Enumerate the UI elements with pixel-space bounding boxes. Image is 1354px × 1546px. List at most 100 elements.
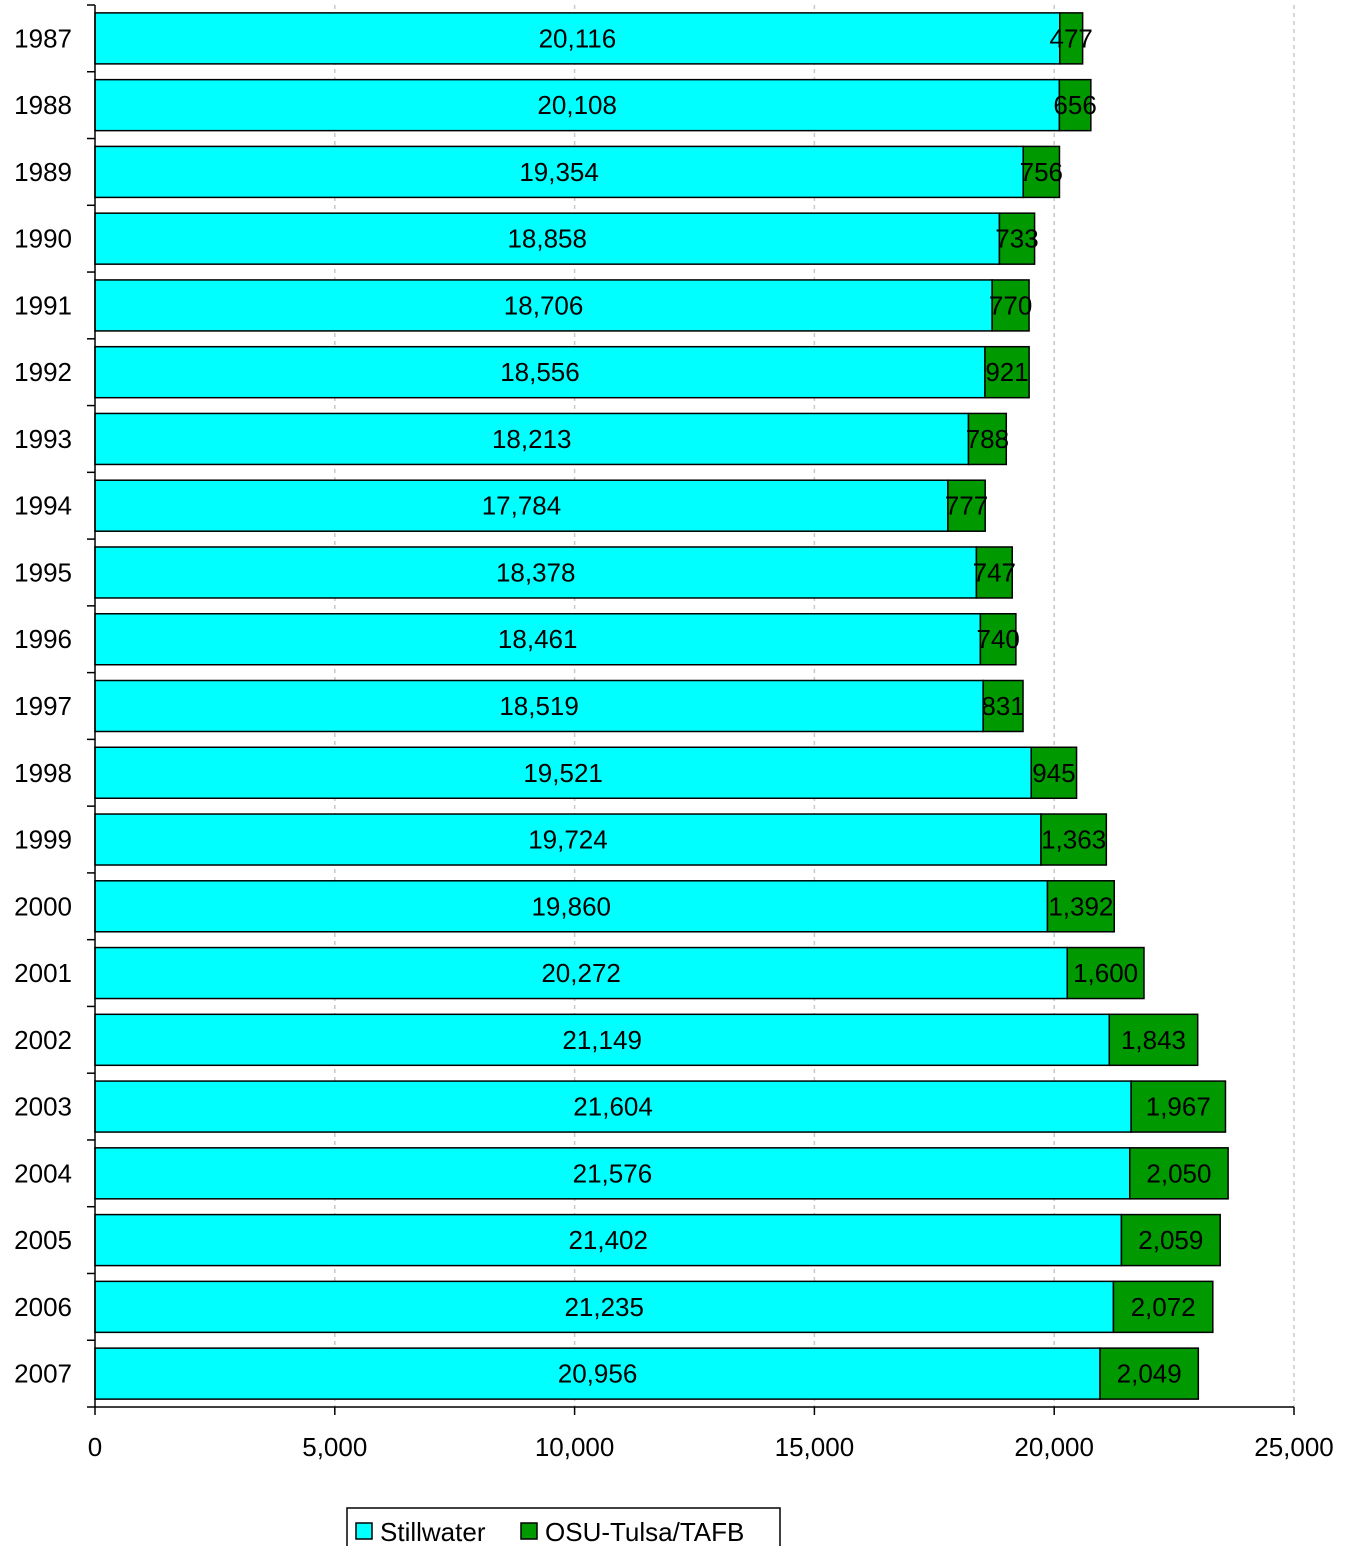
y-tick-label-2000: 2000 [14, 891, 72, 921]
data-label-osu-tulsa-1995: 747 [973, 557, 1016, 587]
data-label-stillwater-2003: 21,604 [573, 1092, 653, 1122]
y-tick-label-1999: 1999 [14, 825, 72, 855]
x-tick-label-5: 25,000 [1254, 1432, 1334, 1462]
bar-stillwater-1991 [94, 279, 993, 332]
data-label-stillwater-1999: 19,724 [528, 825, 608, 855]
data-label-stillwater-1992: 18,556 [500, 357, 580, 387]
data-label-osu-tulsa-2005: 2,059 [1138, 1225, 1203, 1255]
data-label-stillwater-1997: 18,519 [499, 691, 579, 721]
x-tick-label-4: 20,000 [1014, 1432, 1094, 1462]
y-tick-label-2005: 2005 [14, 1225, 72, 1255]
bar-stillwater-2003 [94, 1080, 1132, 1133]
bar-stillwater-1990 [94, 212, 1001, 265]
y-tick-label-2003: 2003 [14, 1092, 72, 1122]
legend-swatch-osu-tulsa [520, 1522, 538, 1540]
data-label-osu-tulsa-2006: 2,072 [1131, 1292, 1196, 1322]
bar-stillwater-2006 [94, 1280, 1115, 1334]
bar-osu-tulsa-1992 [984, 345, 1030, 399]
y-tick-label-1994: 1994 [14, 491, 72, 521]
legend-swatch-stillwater [355, 1522, 373, 1540]
y-tick-label-2006: 2006 [14, 1292, 72, 1322]
bar-osu-tulsa-1990 [998, 212, 1036, 265]
bar-osu-tulsa-2004 [1129, 1147, 1229, 1200]
y-tick-label-1998: 1998 [14, 758, 72, 788]
data-label-osu-tulsa-2001: 1,600 [1073, 958, 1138, 988]
bars: 20,116 477 20,108 656 19,354 756 18,858 733 18,7… [94, 12, 1229, 1400]
bar-osu-tulsa-1988 [1058, 78, 1092, 132]
bar-osu-tulsa-1999 [1040, 813, 1108, 866]
data-label-stillwater-1998: 19,521 [523, 758, 603, 788]
data-label-osu-tulsa-1988: 656 [1053, 90, 1096, 120]
bar-stillwater-1987 [94, 12, 1061, 65]
x-tick-label-1: 5,000 [302, 1432, 367, 1462]
bar-osu-tulsa-2005 [1120, 1213, 1221, 1267]
legend-label-stillwater: Stillwater [380, 1517, 486, 1546]
data-label-osu-tulsa-1991: 770 [989, 290, 1032, 320]
y-tick-label-2002: 2002 [14, 1025, 72, 1055]
legend: Stillwater OSU-Tulsa/TAFB [346, 1507, 781, 1546]
bar-stillwater-2007 [94, 1347, 1101, 1400]
data-label-osu-tulsa-2002: 1,843 [1121, 1025, 1186, 1055]
y-tick-label-1992: 1992 [14, 357, 72, 387]
bar-stillwater-1993 [94, 412, 970, 466]
data-label-osu-tulsa-1996: 740 [976, 624, 1019, 654]
data-label-osu-tulsa-1989: 756 [1020, 157, 1063, 187]
y-tick-label-1996: 1996 [14, 624, 72, 654]
data-label-stillwater-1987: 20,116 [539, 23, 617, 53]
y-tick-label-1989: 1989 [14, 157, 72, 187]
y-tick-label-1993: 1993 [14, 424, 72, 454]
data-label-osu-tulsa-1992: 921 [985, 357, 1028, 387]
data-label-osu-tulsa-1993: 788 [966, 424, 1009, 454]
y-tick-label-1997: 1997 [14, 691, 72, 721]
bar-osu-tulsa-1991 [991, 279, 1030, 332]
x-tick-label-3: 15,000 [775, 1432, 855, 1462]
bar-osu-tulsa-1996 [979, 612, 1017, 666]
data-label-stillwater-1988: 20,108 [537, 90, 617, 120]
bar-osu-tulsa-2003 [1130, 1080, 1227, 1133]
y-tick-label-1988: 1988 [14, 90, 72, 120]
x-tick-label-2: 10,000 [535, 1432, 615, 1462]
bar-osu-tulsa-1994 [947, 479, 986, 532]
data-label-osu-tulsa-2004: 2,050 [1146, 1158, 1211, 1188]
bar-stillwater-1994 [94, 479, 949, 532]
data-label-osu-tulsa-1987: 477 [1050, 23, 1093, 53]
bar-osu-tulsa-2006 [1112, 1280, 1214, 1334]
data-label-stillwater-1993: 18,213 [492, 424, 572, 454]
bar-osu-tulsa-1989 [1022, 145, 1061, 199]
bar-osu-tulsa-1995 [975, 546, 1013, 599]
bar-stillwater-2000 [94, 880, 1049, 933]
data-label-stillwater-1995: 18,378 [496, 557, 576, 587]
y-tick-label-2004: 2004 [14, 1158, 72, 1188]
data-label-stillwater-2001: 20,272 [541, 958, 621, 988]
data-label-osu-tulsa-1990: 733 [995, 224, 1038, 254]
data-label-stillwater-2004: 21,576 [573, 1158, 653, 1188]
bar-stillwater-2004 [94, 1147, 1131, 1200]
y-tick-label-1987: 1987 [14, 23, 72, 53]
bar-stillwater-2002 [94, 1013, 1111, 1067]
bar-osu-tulsa-1997 [982, 679, 1024, 733]
data-label-osu-tulsa-2003: 1,967 [1146, 1092, 1211, 1122]
y-tick-label-2007: 2007 [14, 1359, 72, 1389]
data-label-stillwater-1991: 18,706 [504, 290, 584, 320]
bar-stillwater-1992 [94, 345, 986, 399]
bar-osu-tulsa-1987 [1059, 12, 1084, 65]
bar-osu-tulsa-2000 [1046, 880, 1115, 933]
y-tick-label-1990: 1990 [14, 224, 72, 254]
bar-osu-tulsa-1998 [1030, 746, 1078, 800]
data-label-stillwater-2006: 21,235 [564, 1292, 644, 1322]
data-label-stillwater-2005: 21,402 [568, 1225, 648, 1255]
bar-osu-tulsa-2001 [1066, 946, 1145, 1000]
data-label-stillwater-2000: 19,860 [531, 891, 611, 921]
data-label-stillwater-1990: 18,858 [507, 224, 587, 254]
axes: 1987 1988 1989 1990 1991 1992 1993 1994 1995 1996… [14, 4, 1334, 1462]
data-label-osu-tulsa-1997: 831 [981, 691, 1024, 721]
legend-box [346, 1507, 781, 1546]
bar-osu-tulsa-2007 [1099, 1347, 1200, 1400]
legend-label-osu-tulsa: OSU-Tulsa/TAFB [545, 1517, 744, 1546]
bar-osu-tulsa-1993 [967, 412, 1008, 466]
data-label-osu-tulsa-1994: 777 [945, 491, 988, 521]
data-label-stillwater-1989: 19,354 [519, 157, 599, 187]
data-label-osu-tulsa-2007: 2,049 [1117, 1359, 1182, 1389]
